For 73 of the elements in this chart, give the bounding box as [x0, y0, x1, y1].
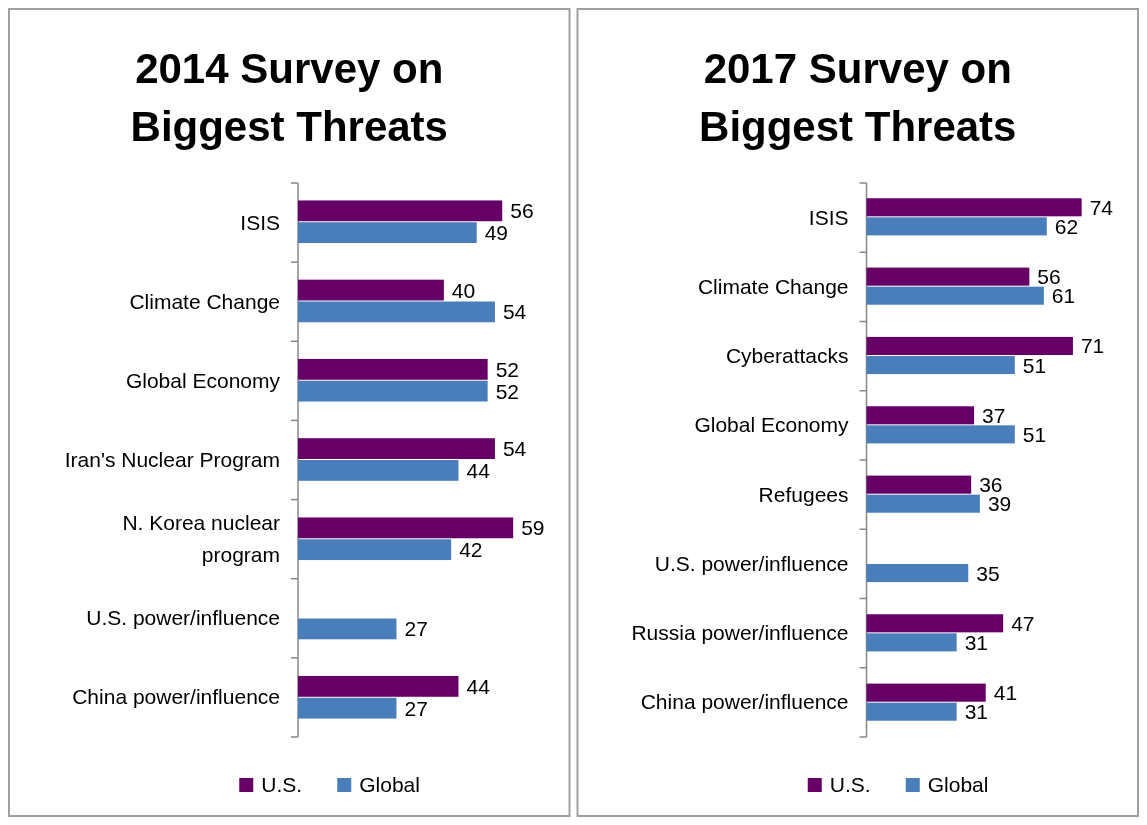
bar: [866, 356, 1015, 375]
bar: [866, 286, 1044, 305]
y-tick-label: China power/influence: [72, 685, 280, 709]
y-tick-label: Iran's Nuclear Program: [64, 448, 280, 471]
y-tick-label: U.S. power/influence: [86, 606, 280, 630]
bar: [866, 406, 975, 425]
data-label: 54: [502, 437, 527, 461]
y-tick-label: Cyberattacks: [725, 344, 849, 368]
data-label: 44: [466, 674, 491, 698]
data-label: 37: [982, 403, 1006, 427]
bar: [866, 633, 957, 652]
bar: [298, 438, 495, 459]
y-tick-label: N. Korea nuclear program: [122, 511, 280, 567]
bar: [298, 618, 397, 640]
data-label: 56: [510, 199, 534, 223]
data-label: 31: [964, 630, 988, 654]
data-label: 52: [495, 357, 519, 381]
bar: [866, 494, 980, 513]
y-tick-label: Refugees: [758, 482, 849, 506]
bar: [298, 301, 495, 323]
chart-title: 2017 Survey on Biggest Threats: [699, 45, 1017, 150]
bar: [866, 683, 986, 702]
data-label: 71: [1080, 334, 1105, 358]
y-tick-label: ISIS: [240, 210, 280, 234]
y-tick-label: Global Economy: [694, 413, 849, 437]
data-label: 51: [1022, 353, 1047, 377]
bar: [866, 475, 972, 494]
bar: [298, 675, 459, 697]
bar: [866, 702, 957, 721]
data-label: 52: [495, 379, 519, 403]
legend-label: Global: [359, 773, 420, 796]
bar: [298, 358, 488, 380]
y-tick-label: Russia power/influence: [631, 621, 849, 645]
data-label: 35: [976, 561, 1000, 585]
data-label: 27: [404, 617, 428, 641]
data-label: 62: [1054, 214, 1079, 238]
chart-title: 2014 Survey on Biggest Threats: [130, 45, 448, 150]
legend-label: U.S.: [829, 773, 871, 796]
bar: [866, 614, 1004, 633]
legend-label: Global: [927, 773, 989, 796]
bar: [866, 267, 1030, 286]
legend-label: U.S.: [261, 773, 303, 796]
bar: [866, 198, 1082, 217]
bar: [866, 425, 1015, 444]
y-tick-label: U.S. power/influence: [654, 551, 849, 575]
bar: [866, 336, 1073, 355]
data-label: 49: [484, 221, 509, 245]
bar: [298, 697, 397, 719]
data-label: 51: [1022, 422, 1047, 446]
y-tick-label: ISIS: [808, 205, 849, 229]
data-label: 31: [964, 700, 988, 724]
bar: [298, 517, 514, 539]
y-tick-label: Global Economy: [125, 368, 281, 392]
data-label: 41: [993, 681, 1018, 705]
bar: [298, 200, 503, 222]
bar: [298, 380, 488, 402]
data-label: 27: [404, 696, 428, 720]
bar: [866, 217, 1047, 236]
data-label: 44: [466, 458, 491, 482]
y-tick-label: Climate Change: [697, 274, 849, 298]
bar: [298, 279, 444, 301]
data-label: 40: [451, 278, 476, 302]
data-label: 74: [1089, 195, 1114, 219]
data-label: 59: [521, 516, 545, 540]
y-tick-label: Climate Change: [129, 289, 280, 313]
bar: [298, 460, 459, 481]
bar: [298, 539, 452, 561]
data-label: 47: [1011, 611, 1035, 635]
data-label: 54: [502, 300, 527, 324]
bar: [298, 222, 477, 244]
data-label: 42: [459, 538, 483, 562]
y-tick-label: China power/influence: [640, 690, 849, 714]
bar: [866, 564, 969, 583]
